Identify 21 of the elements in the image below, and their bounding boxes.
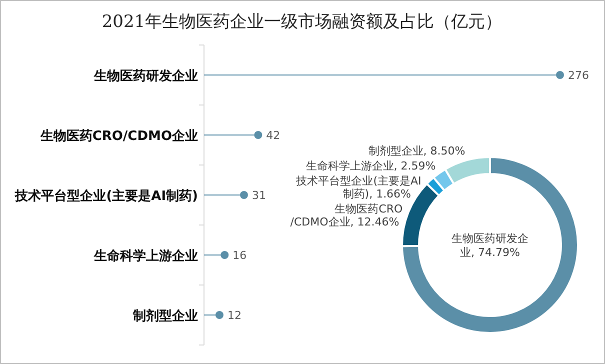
data-label: 12 bbox=[227, 309, 242, 322]
chart-title: 2021年生物医药企业一级市场融资额及占比（亿元） bbox=[102, 12, 502, 32]
data-label: 16 bbox=[232, 249, 247, 262]
y-tick-label: 生命科学上游企业 bbox=[93, 249, 198, 264]
data-label: 31 bbox=[252, 189, 266, 202]
y-tick-label: 生物医药研发企业 bbox=[93, 68, 198, 84]
point bbox=[215, 311, 224, 319]
point bbox=[254, 131, 262, 139]
slice-label: 制剂型企业, 8.50% bbox=[368, 144, 466, 158]
y-tick-label: 制剂型企业 bbox=[132, 308, 198, 324]
slice-label: 生物医药CRO/CDMO企业, 12.46% bbox=[290, 202, 403, 228]
point bbox=[556, 71, 564, 79]
point bbox=[220, 251, 229, 259]
y-tick-label: 生物医药CRO/CDMO企业 bbox=[39, 128, 198, 144]
point bbox=[240, 191, 248, 199]
data-label: 276 bbox=[568, 69, 589, 82]
data-label: 42 bbox=[266, 129, 280, 142]
y-tick-label: 技术平台型企业(主要是AI制药) bbox=[14, 188, 198, 204]
slice-label: 生物医药研发企业, 74.79% bbox=[452, 232, 528, 259]
slice-label: 技术平台型企业(主要是AI制药), 1.66% bbox=[295, 174, 422, 200]
slice-label: 生命科学上游企业, 2.59% bbox=[306, 159, 436, 172]
